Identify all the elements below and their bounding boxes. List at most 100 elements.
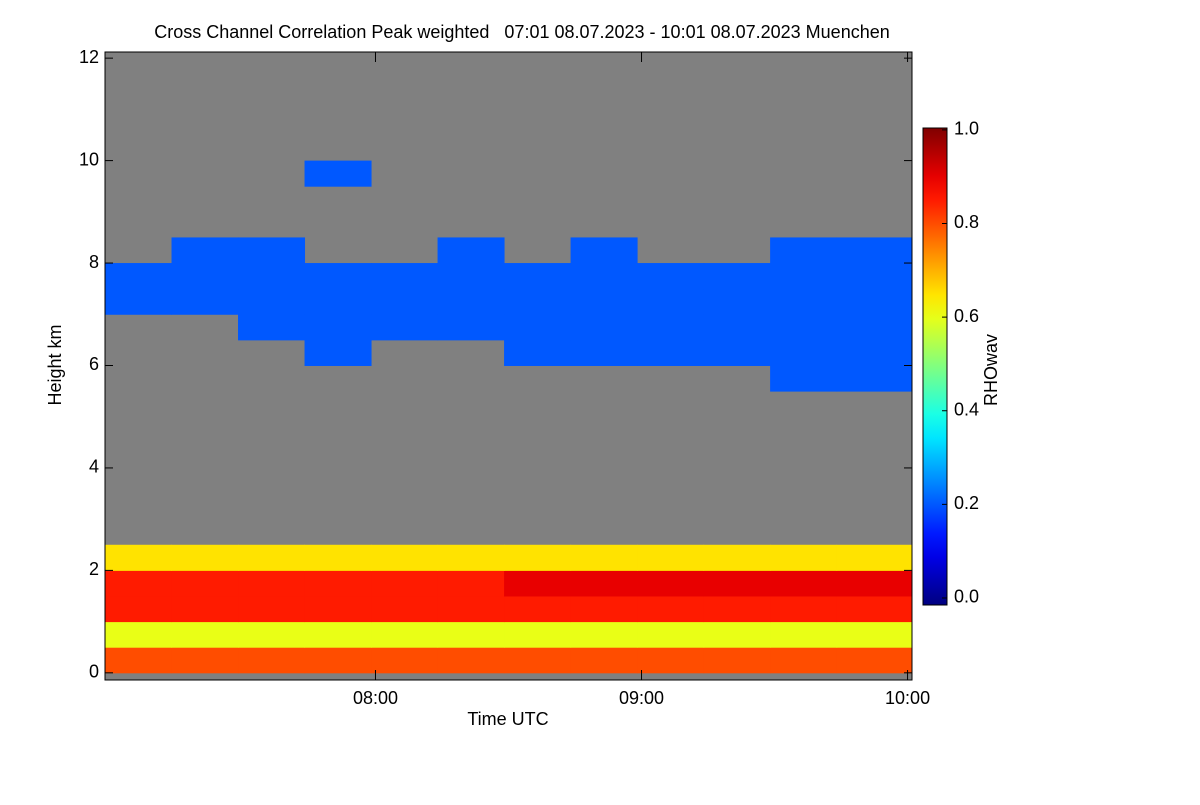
heatmap-cell [105,621,173,648]
heatmap-cell [836,263,913,290]
heatmap-cell [437,314,505,341]
heatmap-cell [238,595,306,623]
heatmap-cell [637,288,705,315]
heatmap-cell [371,621,439,648]
colorbar-tick-label: 0.4 [954,399,979,419]
heatmap-cell [171,595,239,623]
heatmap-cell [238,263,306,290]
x-tick-label: 10:00 [885,688,930,708]
y-tick-label: 10 [79,149,99,169]
heatmap-cell [570,314,638,341]
heatmap-cell [171,263,239,290]
heatmap-cell [304,160,372,187]
heatmap-cell [770,544,838,571]
colorbar [922,127,948,606]
colorbar-tick-label: 1.0 [954,119,979,139]
heatmap-cell [770,647,838,674]
heatmap-cell [836,621,913,648]
heatmap-cell [703,647,771,674]
heatmap-cell [304,621,372,648]
heatmap-cell [171,288,239,315]
heatmap-cell [504,647,572,674]
heatmap-cell [105,544,173,571]
y-tick-label: 8 [89,252,99,272]
heatmap-cell [171,570,239,597]
heatmap-cell [637,647,705,674]
heatmap-cell [437,570,505,597]
y-tick-label: 0 [89,662,99,682]
heatmap-cell [304,314,372,341]
heatmap-cell [304,339,372,366]
heatmap-cell [570,595,638,623]
heatmap-cell [238,237,306,264]
heatmap-cell [570,263,638,290]
heatmap-cell [770,570,838,597]
heatmap-cell [504,595,572,623]
colorbar-tick-label: 0.6 [954,306,979,326]
heatmap-cell [238,647,306,674]
colorbar-tick-label: 0.2 [954,493,979,513]
heatmap-cell [836,339,913,366]
heatmap-cell [171,237,239,264]
heatmap-cell [371,288,439,315]
heatmap-cell [437,595,505,623]
heatmap-cell [570,237,638,264]
heatmap-cell [437,288,505,315]
heatmap-cell [504,263,572,290]
heatmap-cell [105,263,173,290]
heatmap-cell [703,314,771,341]
heatmap-cell [570,570,638,597]
heatmap-cell [504,288,572,315]
heatmap-cell [504,544,572,571]
heatmap-cell [770,288,838,315]
heatmap-cell [770,237,838,264]
heatmap-cell [238,288,306,315]
y-tick-label: 4 [89,457,99,477]
heatmap-cell [437,544,505,571]
heatmap-cell [371,647,439,674]
heatmap-cell [770,314,838,341]
heatmap-cell [304,595,372,623]
heatmap-cell [836,544,913,571]
heatmap-cell [504,621,572,648]
heatmap-cell [437,621,505,648]
heatmap-cell [570,647,638,674]
heatmap-cell [637,570,705,597]
heatmap-cell [504,314,572,341]
colorbar-label: RHOwav [981,334,1001,406]
heatmap-cell [105,288,173,315]
heatmap-cell [703,544,771,571]
heatmap-cell [371,263,439,290]
heatmap-cell [637,339,705,366]
heatmap-cell [570,621,638,648]
heatmap-cell [171,621,239,648]
heatmap-cell [703,570,771,597]
heatmap-cell [371,595,439,623]
heatmap-cell [637,314,705,341]
heatmap-cell [437,647,505,674]
y-tick-label: 6 [89,354,99,374]
heatmap-cell [238,570,306,597]
heatmap-cell [570,544,638,571]
y-axis-label: Height km [45,324,65,405]
colorbar-tick-label: 0.8 [954,212,979,232]
heatmap-cell [637,263,705,290]
heatmap-cell [504,570,572,597]
y-tick-label: 2 [89,559,99,579]
x-tick-label: 08:00 [353,688,398,708]
heatmap-cell [304,647,372,674]
heatmap-cell [371,314,439,341]
colorbar-tick-label: 0.0 [954,587,979,607]
heatmap-cell [703,263,771,290]
plot-frame [104,51,913,681]
heatmap-cell [437,237,505,264]
heatmap-cell [703,621,771,648]
heatmap-cell [770,621,838,648]
heatmap-cell [836,365,913,392]
heatmap-cell [770,595,838,623]
heatmap-cell [105,647,173,674]
x-axis-label: Time UTC [467,709,548,729]
x-tick-label: 09:00 [619,688,664,708]
heatmap-cell [637,595,705,623]
heatmap-cell [371,544,439,571]
